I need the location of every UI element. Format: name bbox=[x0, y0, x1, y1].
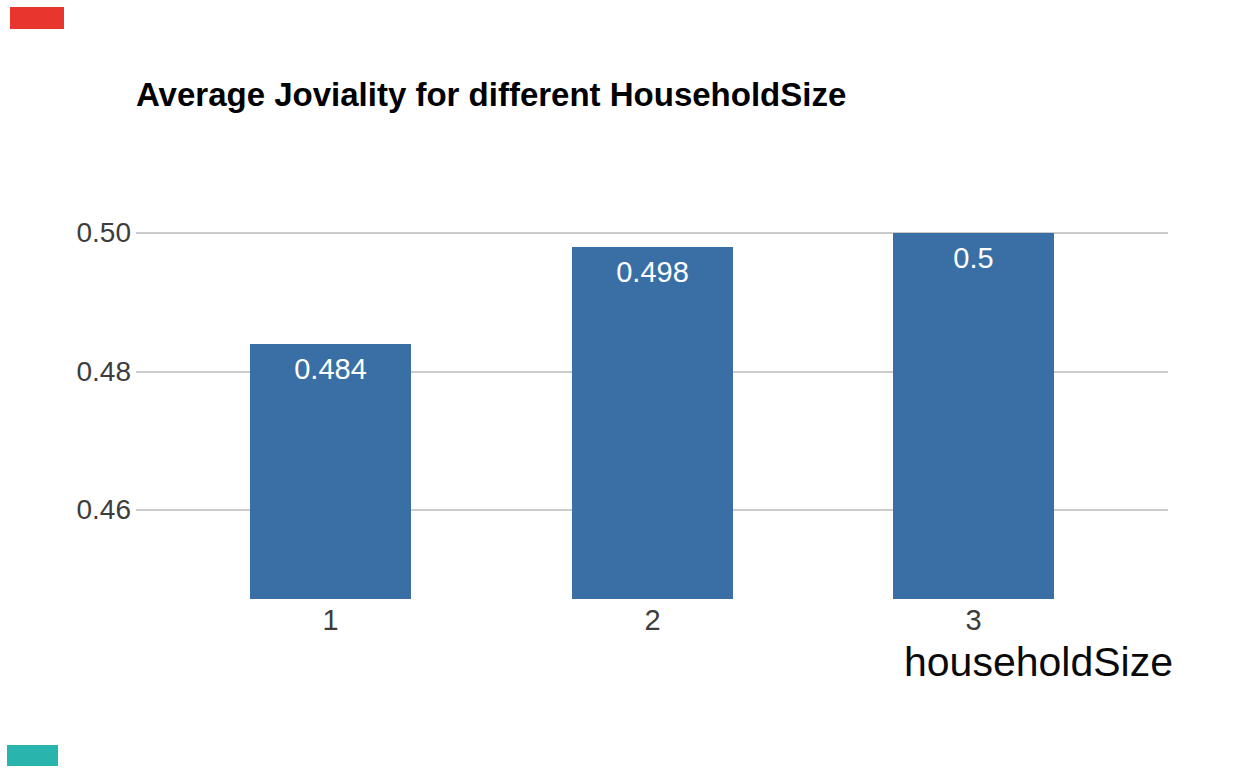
y-tick-label: 0.46 bbox=[0, 493, 131, 527]
x-tick-label: 1 bbox=[271, 602, 391, 638]
bar-value-label: 0.5 bbox=[893, 242, 1054, 275]
bar-value-label: 0.498 bbox=[572, 256, 733, 289]
x-tick-label: 3 bbox=[914, 602, 1034, 638]
bar-householdsize-1[interactable]: 0.484 bbox=[250, 344, 411, 599]
y-tick-label: 0.48 bbox=[0, 355, 131, 389]
x-axis-label: householdSize bbox=[904, 638, 1173, 686]
bar-householdsize-3[interactable]: 0.5 bbox=[893, 233, 1054, 599]
bar-value-label: 0.484 bbox=[250, 353, 411, 386]
chart-canvas: Average Joviality for different Househol… bbox=[0, 0, 1248, 768]
x-tick-label: 2 bbox=[593, 602, 713, 638]
bar-householdsize-2[interactable]: 0.498 bbox=[572, 247, 733, 599]
y-tick-label: 0.50 bbox=[0, 216, 131, 250]
